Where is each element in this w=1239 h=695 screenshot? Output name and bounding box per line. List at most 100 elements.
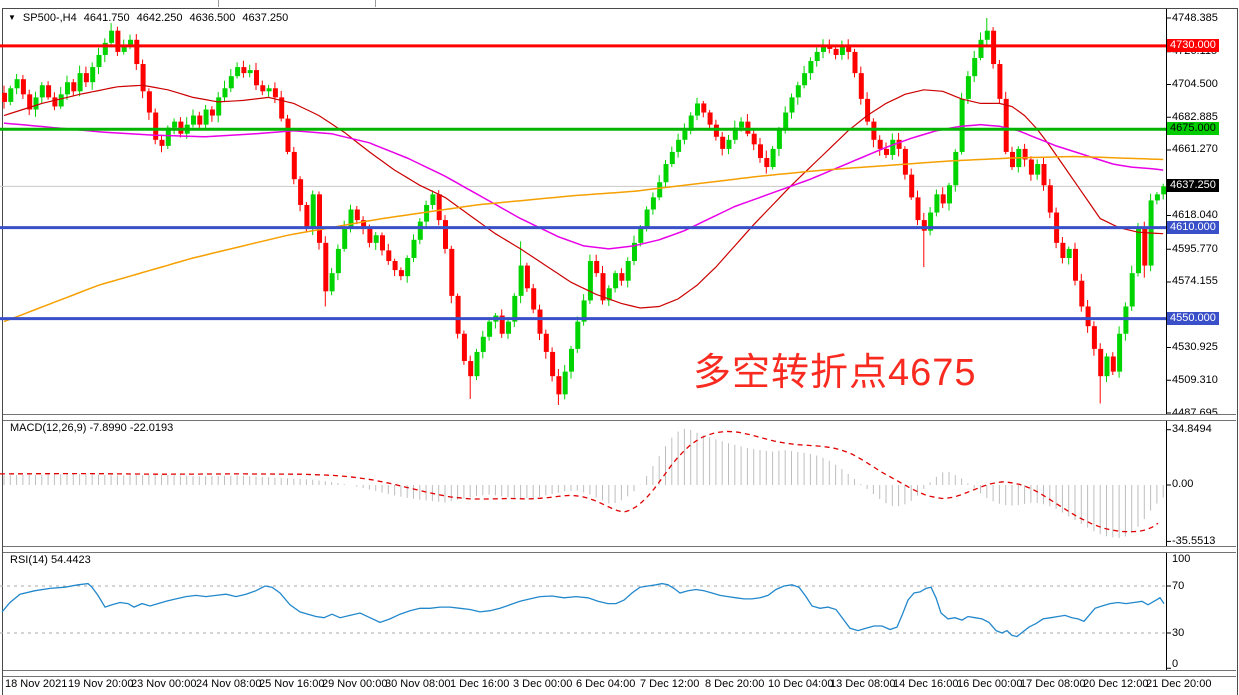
candle-body [991,30,997,65]
candle-body [619,273,625,281]
candle-body [827,45,833,49]
candle-body [632,242,637,262]
candle-body [159,139,165,146]
candle-body [713,124,719,137]
candle-body [1091,326,1097,349]
candle-body [518,265,524,296]
candle-body [1110,356,1116,372]
candle-body [947,185,952,204]
candle-body [928,212,934,231]
candle-body [373,235,379,243]
candle-body [638,227,644,243]
candle-body [172,121,178,128]
candle-body [695,103,700,116]
candle-body [317,194,322,243]
candle-body [1085,306,1091,327]
price-axis[interactable] [1167,9,1236,671]
candle-body [814,51,820,62]
candle-body [411,239,417,258]
candle-body [1073,248,1078,281]
candle-body [140,64,146,92]
window-chrome-tick [375,0,376,7]
candle-body [134,39,140,65]
candle-body [865,98,871,122]
macd-panel-surface[interactable] [3,419,1166,546]
candle-body [455,295,461,334]
candle-body [380,235,385,251]
candle-body [1104,356,1110,377]
candle-body [405,257,411,277]
candle-body [71,82,77,92]
candle-body [197,115,203,125]
candle-body [121,45,127,52]
panel-separator[interactable] [3,546,1236,553]
rsi-panel-surface[interactable] [3,551,1166,670]
candle-body [329,273,335,292]
candle-body [902,148,908,175]
candle-body [575,321,581,349]
window-chrome-tick [218,0,219,7]
candle-body [537,309,543,334]
time-axis[interactable] [3,675,1166,694]
candle-body [726,139,732,149]
candle-body [1047,185,1053,213]
candle-body [461,333,467,362]
candle-body [291,151,297,180]
candle-body [613,273,619,289]
candle-body [203,109,209,125]
candle-body [487,321,493,337]
candle-body [209,109,215,116]
candle-body [285,118,291,152]
candle-body [348,209,354,228]
candle-body [260,85,266,92]
candle-body [153,112,159,140]
candle-body [33,97,39,110]
candle-body [128,39,133,46]
panel-separator[interactable] [3,414,1236,421]
candle-body [751,133,757,145]
candle-body [424,204,430,222]
candle-body [770,148,776,168]
candle-body [776,129,782,149]
rsi-line [1,582,1165,638]
candle-body [644,209,650,228]
candle-body [795,85,801,98]
ma-magenta-line [3,122,1164,250]
candle-body [789,97,795,113]
candle-body [569,348,574,372]
candle-body [890,139,896,155]
candle-body [682,130,688,140]
candle-body [581,300,587,322]
candle-body [1154,194,1160,201]
candle-body [531,288,537,310]
ma-orange-line [3,155,1164,323]
candle-body [543,333,549,352]
candle-body [959,98,965,152]
candle-body [272,88,278,98]
candle-body [846,45,852,52]
candle-body [39,85,45,98]
candle-body [1028,159,1034,175]
candle-body [587,261,593,301]
candle-body [241,67,247,74]
candle-body [732,127,738,140]
candle-body [839,45,845,55]
candle-body [247,70,253,74]
main-chart-surface[interactable] [3,10,1166,414]
candle-body [298,179,304,205]
candle-body [884,148,889,155]
candle-body [707,112,713,125]
candle-body [235,67,241,77]
candle-body [688,115,694,131]
candle-body [802,73,808,86]
candle-body [915,197,921,221]
candle-body [1161,186,1167,195]
candle-body [398,270,404,277]
macd-signal-line [0,430,1159,533]
candle-body [254,70,259,86]
candle-body [965,76,971,99]
candle-body [165,127,171,146]
candle-body [871,121,877,140]
